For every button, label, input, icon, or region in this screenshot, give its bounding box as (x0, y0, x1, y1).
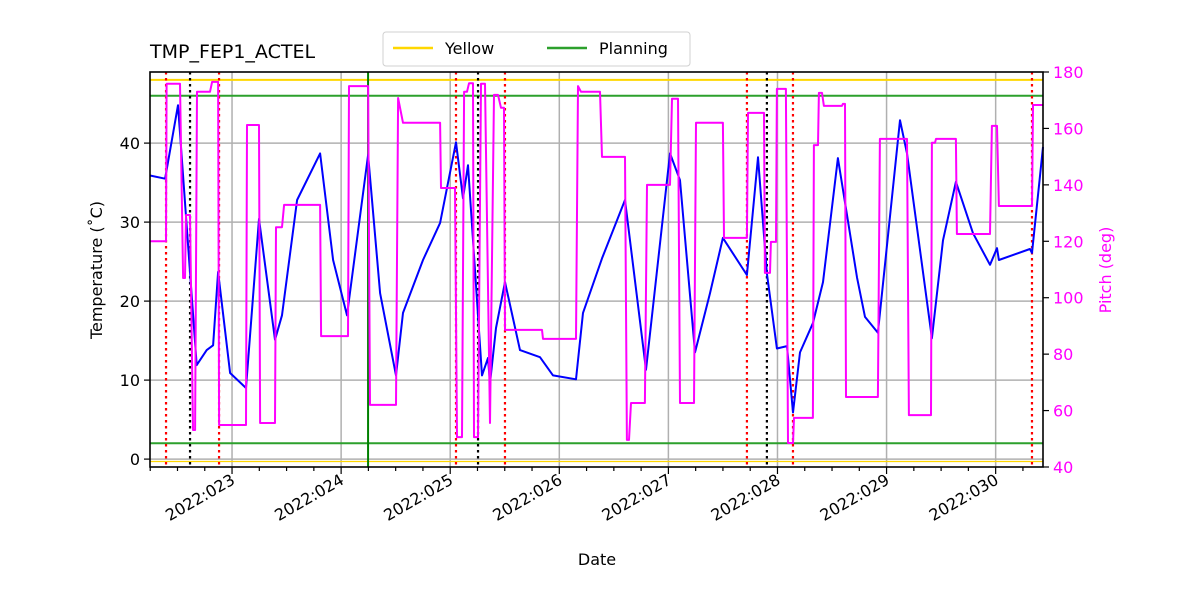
legend: Yellow Planning (382, 31, 691, 67)
y-tick-label: 0 (130, 450, 140, 469)
grid (150, 72, 1043, 467)
y-tick-label: 30 (120, 213, 140, 232)
x-axis-label: Date (578, 550, 616, 569)
legend-box (382, 31, 691, 67)
plot-frame (149, 71, 1044, 468)
limit-lines (150, 78, 1043, 463)
y2-axis-label: Pitch (deg) (1096, 227, 1115, 314)
series-group (149, 80, 1044, 444)
pitch-series-line (150, 80, 1043, 444)
y2-tick-label: 180 (1053, 63, 1084, 82)
legend-label-planning: Planning (599, 39, 668, 58)
temperature-series-line (149, 104, 1044, 414)
y2-tick-label: 160 (1053, 119, 1084, 138)
y-tick-label: 40 (120, 134, 140, 153)
y-axis-label: Temperature (˚C) (87, 201, 106, 340)
chart-title: TMP_FEP1_ACTEL (149, 41, 315, 63)
y2-tick-label: 120 (1053, 232, 1084, 251)
y-tick-label: 20 (120, 292, 140, 311)
y2-tick-label: 80 (1053, 345, 1073, 364)
y2-tick-label: 100 (1053, 289, 1084, 308)
y2-tick-label: 40 (1053, 458, 1073, 477)
y2-tick-label: 60 (1053, 402, 1073, 421)
y-tick-label: 10 (120, 371, 140, 390)
y2-tick-label: 140 (1053, 176, 1084, 195)
legend-label-yellow: Yellow (444, 39, 494, 58)
